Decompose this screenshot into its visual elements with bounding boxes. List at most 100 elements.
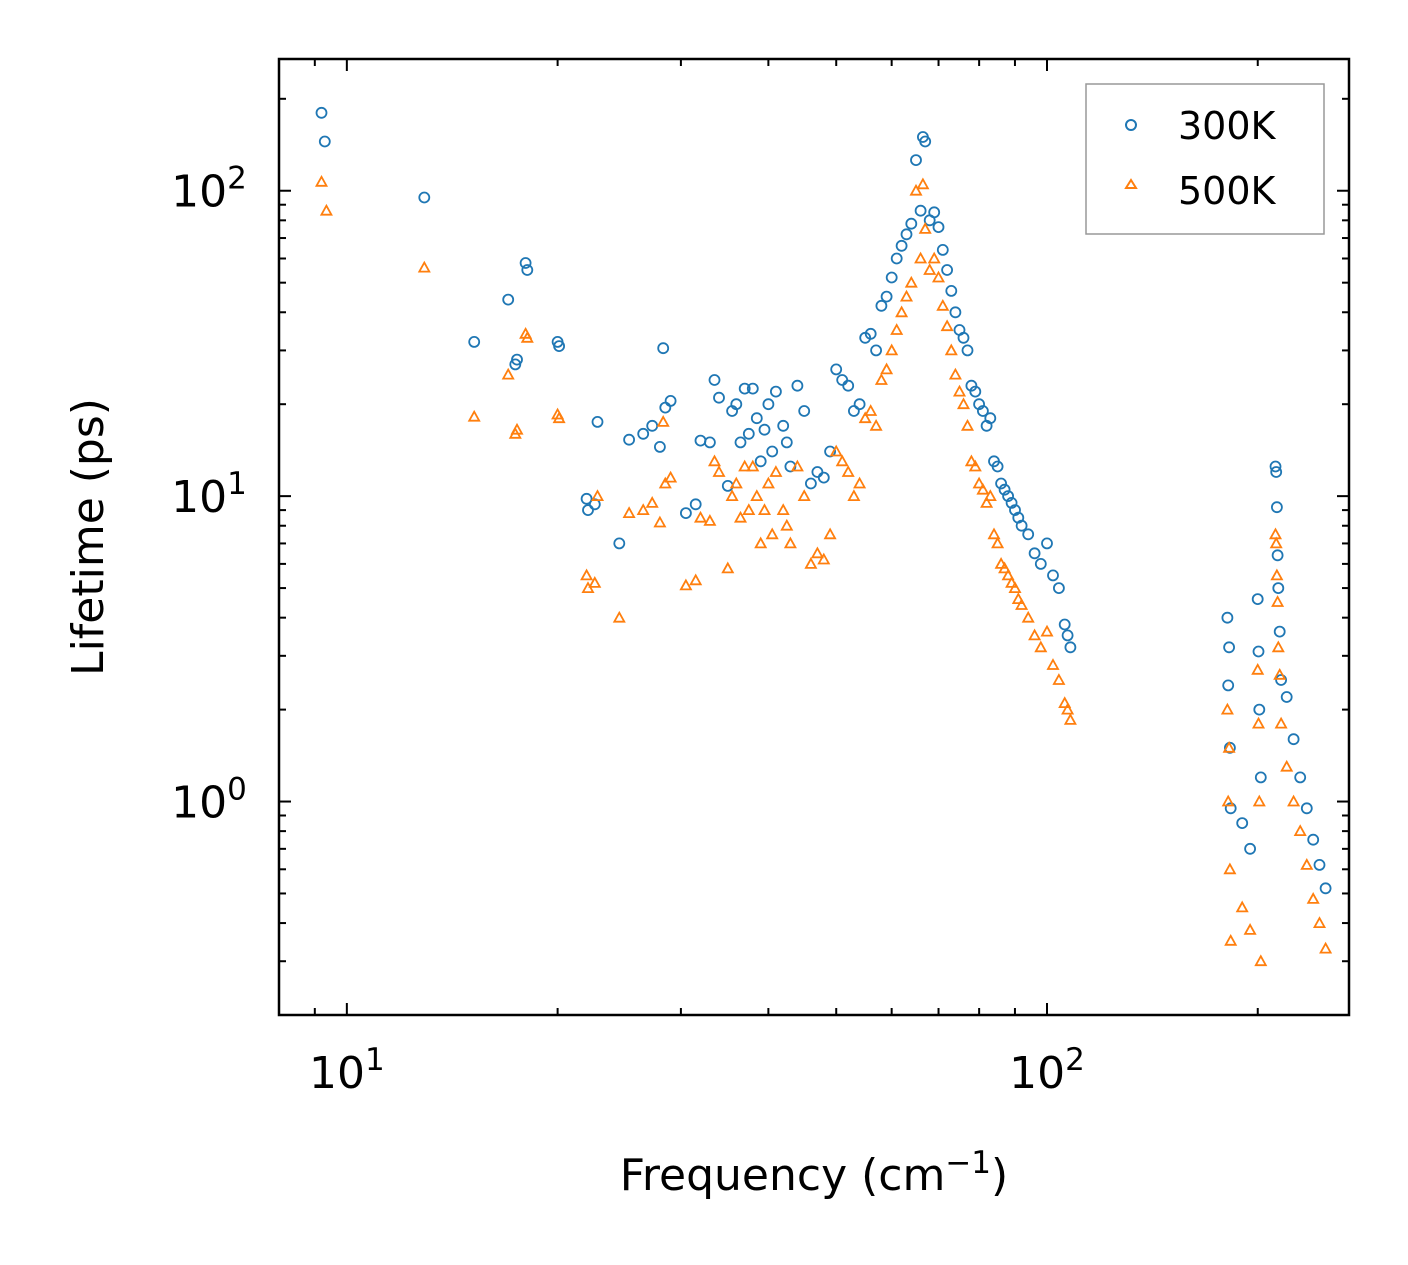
data-point-300k	[998, 483, 1011, 496]
data-point-500k	[703, 514, 717, 526]
data-point-300k	[817, 471, 830, 484]
data-point-500k	[501, 367, 515, 380]
data-point-300k	[1307, 833, 1320, 846]
data-point-300k	[521, 264, 534, 276]
y-tick-label-100: 102	[171, 161, 247, 218]
data-point-500k	[417, 260, 431, 273]
data-point-500k	[991, 536, 1005, 549]
data-point-300k	[1009, 504, 1021, 517]
data-point-500k	[1243, 923, 1257, 935]
data-point-300k	[1002, 490, 1014, 503]
y-axis-label: Lifetime (ps)	[63, 398, 114, 676]
data-point-300k	[836, 374, 849, 386]
data-point-300k	[1275, 674, 1287, 686]
data-point-500k	[1273, 667, 1287, 680]
legend-label-300k: 300K	[1178, 104, 1277, 148]
data-point-500k	[1008, 581, 1022, 593]
data-point-500k	[1052, 673, 1066, 685]
data-point-300k	[1319, 882, 1332, 895]
data-point-500k	[1312, 916, 1327, 928]
data-point-500k	[761, 476, 775, 489]
data-point-500k	[467, 409, 481, 422]
data-point-500k	[1063, 713, 1077, 725]
data-point-300k	[914, 204, 927, 217]
data-point-500k	[590, 489, 605, 502]
plot-frame	[277, 57, 1351, 1017]
data-point-300k	[770, 385, 782, 398]
data-point-500k	[754, 536, 768, 549]
data-point-300k	[1221, 611, 1234, 624]
data-point-300k	[991, 460, 1004, 473]
data-point-300k	[1015, 519, 1028, 532]
series-layer	[314, 106, 1333, 967]
data-point-300k	[1022, 528, 1035, 541]
data-point-300k	[657, 342, 670, 355]
data-point-500k	[664, 470, 678, 483]
data-point-300k	[664, 394, 677, 407]
data-point-300k	[1041, 537, 1053, 550]
data-point-300k	[646, 419, 659, 432]
data-point-300k	[848, 405, 860, 417]
legend-box	[1085, 83, 1325, 235]
data-point-300k	[730, 398, 743, 411]
data-point-300k	[1271, 549, 1284, 562]
data-point-300k	[961, 344, 974, 357]
data-point-500k	[864, 404, 878, 416]
data-point-500k	[689, 573, 703, 586]
data-point-500k	[869, 418, 883, 431]
y-tick-label-1: 100	[171, 772, 247, 829]
tick-labels: 101 102 100 101 102	[171, 161, 1085, 1099]
data-point-300k	[824, 445, 836, 458]
data-point-300k	[1294, 771, 1307, 784]
data-point-500k	[880, 362, 894, 375]
data-point-300k	[1251, 593, 1264, 605]
data-point-500k	[757, 503, 772, 515]
data-point-300k	[318, 135, 331, 148]
data-point-500k	[968, 459, 982, 472]
data-point-300k	[1313, 859, 1326, 871]
data-point-500k	[1005, 576, 1019, 588]
data-point-300k	[870, 344, 882, 357]
data-point-500k	[976, 482, 990, 495]
data-point-500k	[693, 510, 708, 523]
data-point-500k	[679, 578, 693, 591]
data-point-500k	[923, 263, 937, 275]
series-500k	[314, 174, 1333, 967]
data-point-300k	[853, 398, 866, 411]
data-point-500k	[841, 465, 855, 477]
data-point-500k	[940, 319, 954, 332]
data-point-300k	[973, 398, 985, 411]
data-point-500k	[319, 203, 333, 216]
data-point-500k	[823, 527, 837, 540]
data-point-500k	[612, 610, 626, 623]
data-point-500k	[314, 174, 329, 187]
data-point-300k	[704, 436, 716, 449]
data-point-500k	[797, 489, 811, 502]
data-point-300k	[905, 217, 918, 230]
data-point-500k	[1011, 592, 1025, 604]
data-point-500k	[1061, 702, 1075, 715]
series-300k	[315, 106, 1332, 895]
data-point-300k	[875, 299, 888, 312]
data-point-300k	[762, 398, 775, 411]
plot-area	[314, 106, 1333, 967]
data-point-300k	[910, 154, 922, 167]
data-point-300k	[919, 135, 932, 148]
data-point-500k	[1223, 862, 1237, 875]
data-point-300k	[1280, 691, 1293, 703]
data-point-300k	[791, 379, 804, 392]
data-point-300k	[1254, 771, 1267, 784]
data-point-300k	[1053, 582, 1065, 594]
data-point-300k	[780, 436, 793, 449]
legend-label-500k: 500K	[1178, 169, 1277, 213]
data-point-300k	[880, 290, 893, 303]
data-point-300k	[1005, 496, 1018, 509]
data-point-300k	[928, 206, 941, 219]
data-point-300k	[1272, 582, 1285, 594]
data-point-300k	[890, 252, 903, 265]
data-point-500k	[964, 454, 978, 467]
data-point-500k	[956, 397, 971, 410]
data-point-500k	[810, 546, 824, 559]
data-point-500k	[1034, 640, 1048, 653]
